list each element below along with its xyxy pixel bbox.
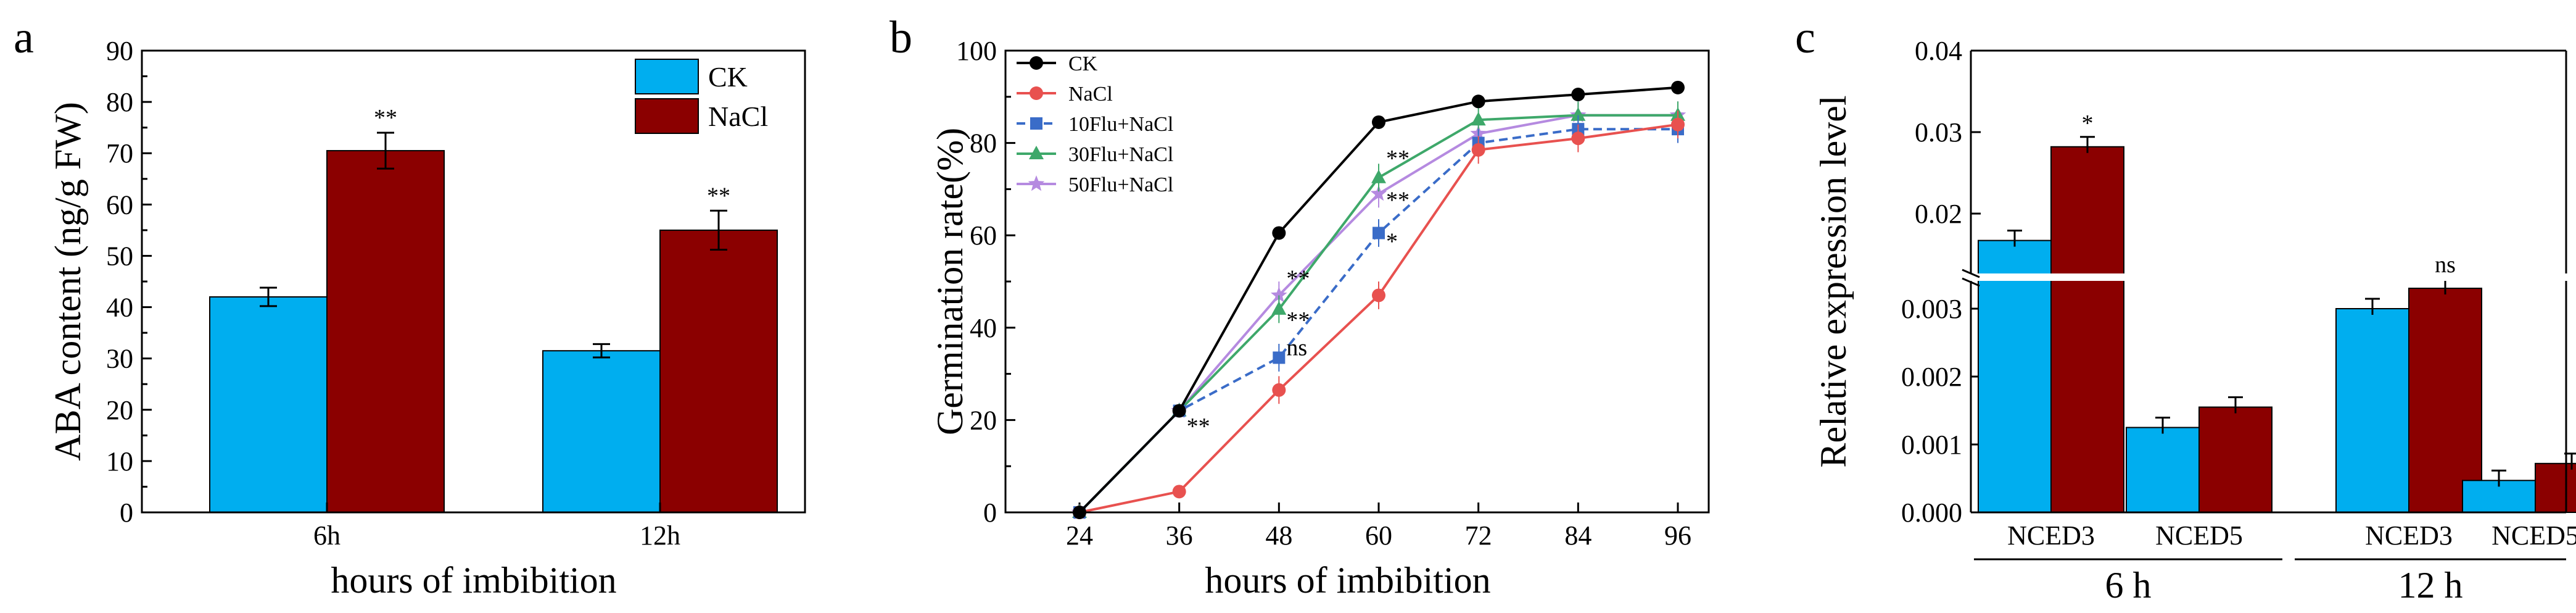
legend-label: NaCl bbox=[1068, 83, 1113, 106]
data-point-ck bbox=[1471, 94, 1485, 109]
y-tick-label: 30 bbox=[106, 344, 133, 374]
y-tick-label: 40 bbox=[106, 293, 133, 323]
x-tick-label: NCED3 bbox=[2007, 520, 2095, 551]
x-tick-label: 72 bbox=[1465, 520, 1492, 551]
y-tick-label: 60 bbox=[970, 220, 997, 251]
legend-swatch-ck bbox=[635, 59, 699, 94]
bar-nacl-nced3 bbox=[2408, 288, 2482, 513]
y-tick-label: 70 bbox=[106, 138, 133, 169]
y-tick-label: 90 bbox=[106, 36, 133, 66]
significance-marker: ** bbox=[707, 183, 730, 209]
significance-marker: ** bbox=[1386, 146, 1410, 172]
significance-marker: * bbox=[1386, 229, 1398, 255]
y-axis-title: Relative expression level bbox=[1813, 95, 1854, 467]
y-axis-title: Germination rate(%) bbox=[930, 128, 970, 435]
y-tick-label: 0.03 bbox=[1915, 117, 1962, 148]
y-tick-label: 0.003 bbox=[1901, 294, 1962, 324]
x-tick-label: NCED3 bbox=[2365, 520, 2453, 551]
bar-ck-nced3 bbox=[1978, 240, 2052, 513]
data-point-ck bbox=[1372, 115, 1385, 129]
y-tick-label: 0.000 bbox=[1901, 498, 1962, 528]
x-axis-title: hours of imbibition bbox=[1205, 560, 1490, 601]
panel-c-letter: c bbox=[1795, 12, 1815, 63]
y-tick-label: 50 bbox=[106, 241, 133, 271]
y-tick-label: 0 bbox=[983, 498, 997, 528]
x-tick-label: NCED5 bbox=[2491, 520, 2576, 551]
y-tick-label: 10 bbox=[106, 446, 133, 477]
x-axis-title: hours of imbibition bbox=[331, 560, 616, 601]
y-tick-label: 80 bbox=[970, 128, 997, 159]
panel-a-letter: a bbox=[14, 12, 34, 63]
legend-marker bbox=[1030, 86, 1043, 100]
y-tick-label: 80 bbox=[106, 87, 133, 117]
panel-a-aba-content: a 0 10 20 30 40 50 60 70 80 90 ** 6h ** 12h CK NaCl hours… bbox=[14, 12, 806, 601]
legend-label: 30Flu+NaCl bbox=[1068, 143, 1173, 166]
legend-marker bbox=[1028, 175, 1045, 191]
group-label-12h: 12 h bbox=[2398, 565, 2463, 606]
legend-label: CK bbox=[1068, 52, 1098, 75]
legend-label-ck: CK bbox=[708, 61, 748, 93]
panel-c-relative-expression: c 0.000 0.001 0.002 0.003 0.02 0.03 0.04 * NCED3 N… bbox=[1795, 12, 2576, 606]
x-tick-label: 96 bbox=[1664, 520, 1691, 551]
y-tick-label: 60 bbox=[106, 190, 133, 220]
significance-marker: * bbox=[2082, 111, 2094, 136]
x-tick-label: 24 bbox=[1066, 520, 1093, 551]
legend-label-nacl: NaCl bbox=[708, 101, 768, 132]
bar-nacl-6h bbox=[326, 150, 445, 514]
bar-nacl-nced5 bbox=[2535, 462, 2576, 513]
legend-marker bbox=[1030, 117, 1042, 130]
data-point-nacl bbox=[1172, 485, 1186, 499]
legend-label: 10Flu+NaCl bbox=[1068, 113, 1173, 136]
x-tick-label: NCED5 bbox=[2155, 520, 2243, 551]
legend-marker bbox=[1029, 146, 1044, 159]
y-tick-label: 0.02 bbox=[1915, 199, 1962, 229]
data-point-ck bbox=[1671, 80, 1685, 94]
bar-ck-12h bbox=[542, 350, 661, 513]
legend-label: 50Flu+NaCl bbox=[1068, 173, 1173, 196]
y-tick-label: 100 bbox=[956, 36, 997, 66]
bar-nacl-12h bbox=[659, 229, 778, 513]
significance-marker: ** bbox=[1286, 265, 1310, 291]
x-tick-label: 48 bbox=[1265, 520, 1292, 551]
plot-frame bbox=[141, 49, 806, 514]
data-point-ck bbox=[1272, 226, 1286, 240]
y-axis-title: ABA content (ng/g FW) bbox=[47, 102, 88, 461]
y-tick-label: 0 bbox=[120, 498, 133, 528]
y-tick-label: 20 bbox=[970, 405, 997, 435]
significance-marker: ns bbox=[1286, 335, 1307, 361]
bar-nacl-nced5 bbox=[2198, 406, 2273, 513]
bar-ck-nced5 bbox=[2126, 427, 2200, 513]
legend-swatch-nacl bbox=[635, 98, 699, 134]
y-tick-label: 20 bbox=[106, 395, 133, 425]
data-point-ck bbox=[1172, 404, 1186, 418]
y-tick-label: 0.002 bbox=[1901, 362, 1962, 392]
x-tick-label: 6h bbox=[313, 520, 341, 551]
panel-b-letter: b bbox=[890, 12, 912, 63]
y-tick-label: 0.04 bbox=[1915, 36, 1962, 66]
significance-marker: ** bbox=[1187, 414, 1210, 440]
bar-ck-nced3 bbox=[2335, 308, 2409, 513]
data-point-ck bbox=[1571, 88, 1585, 102]
group-label-6h: 6 h bbox=[2105, 565, 2152, 606]
x-tick-label: 84 bbox=[1564, 520, 1591, 551]
plot-frame bbox=[1004, 49, 1710, 514]
bar-nacl-nced3 bbox=[2050, 146, 2124, 513]
significance-marker: ** bbox=[1286, 307, 1310, 333]
x-tick-label: 60 bbox=[1365, 520, 1392, 551]
significance-marker: ** bbox=[374, 105, 397, 131]
y-tick-label: 0.001 bbox=[1901, 430, 1962, 460]
significance-marker: ** bbox=[1386, 187, 1410, 213]
x-tick-label: 12h bbox=[640, 520, 680, 551]
bar-ck-6h bbox=[209, 296, 328, 513]
axis-break-gap bbox=[1967, 273, 2570, 281]
y-tick-label: 40 bbox=[970, 313, 997, 343]
legend-marker bbox=[1030, 56, 1043, 70]
x-tick-label: 36 bbox=[1166, 520, 1193, 551]
